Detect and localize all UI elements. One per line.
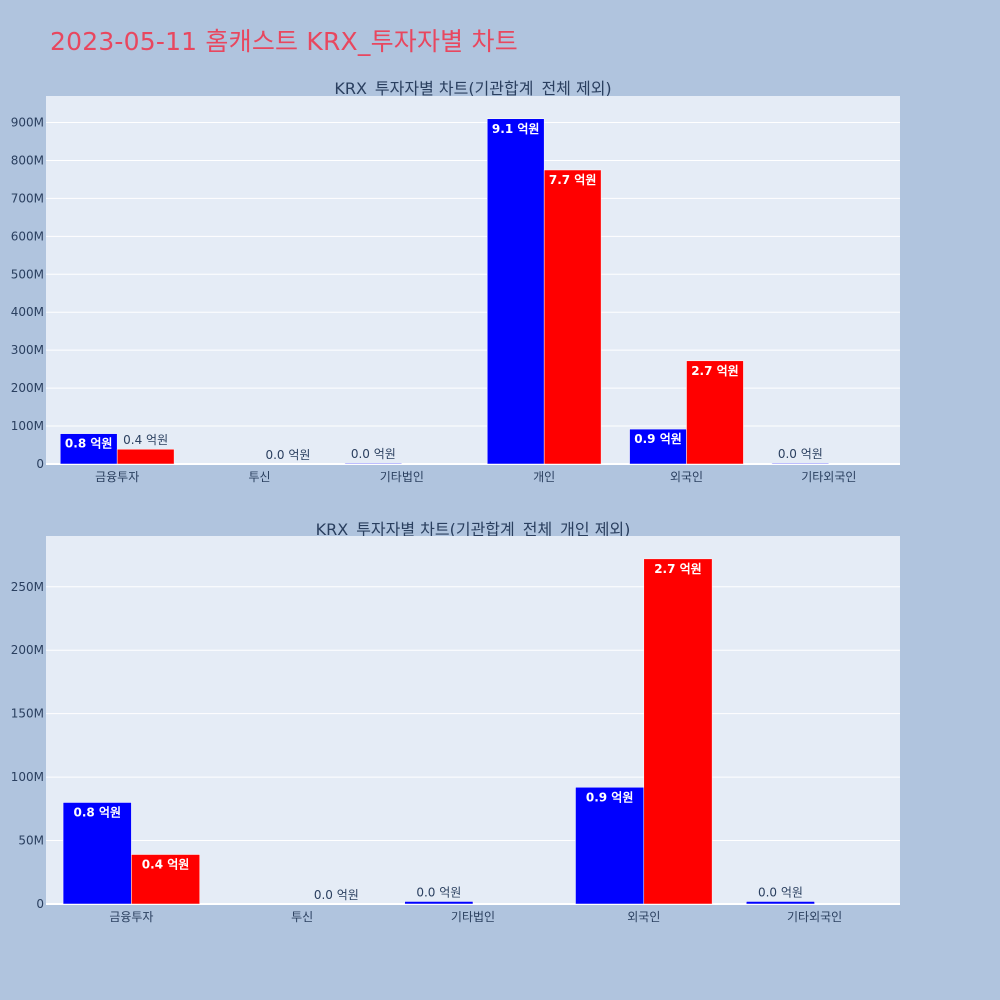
chart-krx-all: KRX_투자자별 차트(기관합계_전체 제외) 0 100M 200M 300M 400… — [11, 79, 900, 484]
y-tick-label: 300M — [11, 343, 44, 357]
data-label: 7.7 억원 — [549, 173, 597, 187]
bar-buy — [404, 901, 474, 905]
x-tick-label: 개인 — [533, 470, 555, 484]
y-tick-label: 400M — [11, 305, 44, 319]
data-label: 0.9 억원 — [586, 790, 634, 804]
bar-buy — [486, 118, 545, 465]
page-title: 2023-05-11 홈캐스트 KRX_투자자별 차트 — [50, 27, 518, 56]
data-label: 2.7 억원 — [691, 364, 739, 378]
x-tick-label: 외국인 — [670, 470, 703, 484]
y-tick-label: 50M — [18, 834, 44, 848]
data-label: 0.0 억원 — [758, 885, 803, 899]
plot-area — [46, 536, 900, 904]
y-tick-label: 200M — [11, 381, 44, 395]
data-label: 0.0 억원 — [265, 448, 310, 462]
data-label: 0.0 억원 — [351, 447, 396, 461]
x-tick-label: 금융투자 — [95, 470, 139, 484]
bar-buy — [746, 901, 815, 905]
y-tick-label: 600M — [11, 229, 44, 243]
data-label: 0.0 억원 — [314, 888, 359, 902]
y-tick-label: 500M — [11, 267, 44, 281]
x-tick-label: 기타법인 — [380, 470, 424, 484]
y-tick-label: 100M — [11, 419, 44, 433]
x-tick-label: 투신 — [248, 470, 270, 484]
bar-buy — [59, 433, 118, 465]
y-tick-label: 200M — [11, 643, 44, 657]
y-tick-label: 800M — [11, 153, 44, 167]
chart-title: KRX_투자자별 차트(기관합계_전체 제외) — [334, 79, 611, 99]
y-tick-label: 100M — [11, 770, 44, 784]
bar-sell — [116, 448, 175, 465]
x-tick-label: 기타법인 — [451, 910, 495, 924]
bar-sell — [543, 169, 602, 465]
y-tick-label: 0 — [36, 457, 44, 471]
bar-sell — [643, 558, 713, 905]
bar-buy — [344, 462, 403, 465]
y-tick-label: 150M — [11, 707, 44, 721]
data-label: 2.7 억원 — [654, 562, 702, 576]
data-label: 0.4 억원 — [123, 433, 168, 447]
x-tick-label: 기타외국인 — [787, 910, 842, 924]
y-tick-label: 250M — [11, 580, 44, 594]
bar-sell — [131, 854, 200, 905]
data-label: 9.1 억원 — [492, 122, 540, 136]
bar-buy — [575, 787, 645, 905]
data-label: 0.9 억원 — [634, 432, 682, 446]
data-label: 0.0 억원 — [416, 885, 461, 899]
bar-buy — [629, 428, 687, 465]
plot-area — [46, 96, 900, 464]
y-tick-label: 900M — [11, 116, 44, 130]
x-tick-label: 기타외국인 — [801, 470, 856, 484]
data-label: 0.0 억원 — [778, 447, 823, 461]
y-tick-label: 700M — [11, 191, 44, 205]
x-tick-label: 외국인 — [627, 910, 660, 924]
chart-title: KRX_투자자별 차트(기관합계_전체_개인 제외) — [316, 520, 631, 540]
data-label: 0.8 억원 — [73, 805, 121, 819]
bar-sell — [686, 360, 744, 465]
x-tick-label: 금융투자 — [109, 910, 153, 924]
bar-buy — [771, 462, 830, 465]
y-tick-label: 0 — [36, 897, 44, 911]
data-label: 0.4 억원 — [142, 858, 190, 872]
data-label: 0.8 억원 — [65, 437, 113, 451]
bar-buy — [62, 802, 132, 905]
x-tick-label: 투신 — [291, 910, 313, 924]
